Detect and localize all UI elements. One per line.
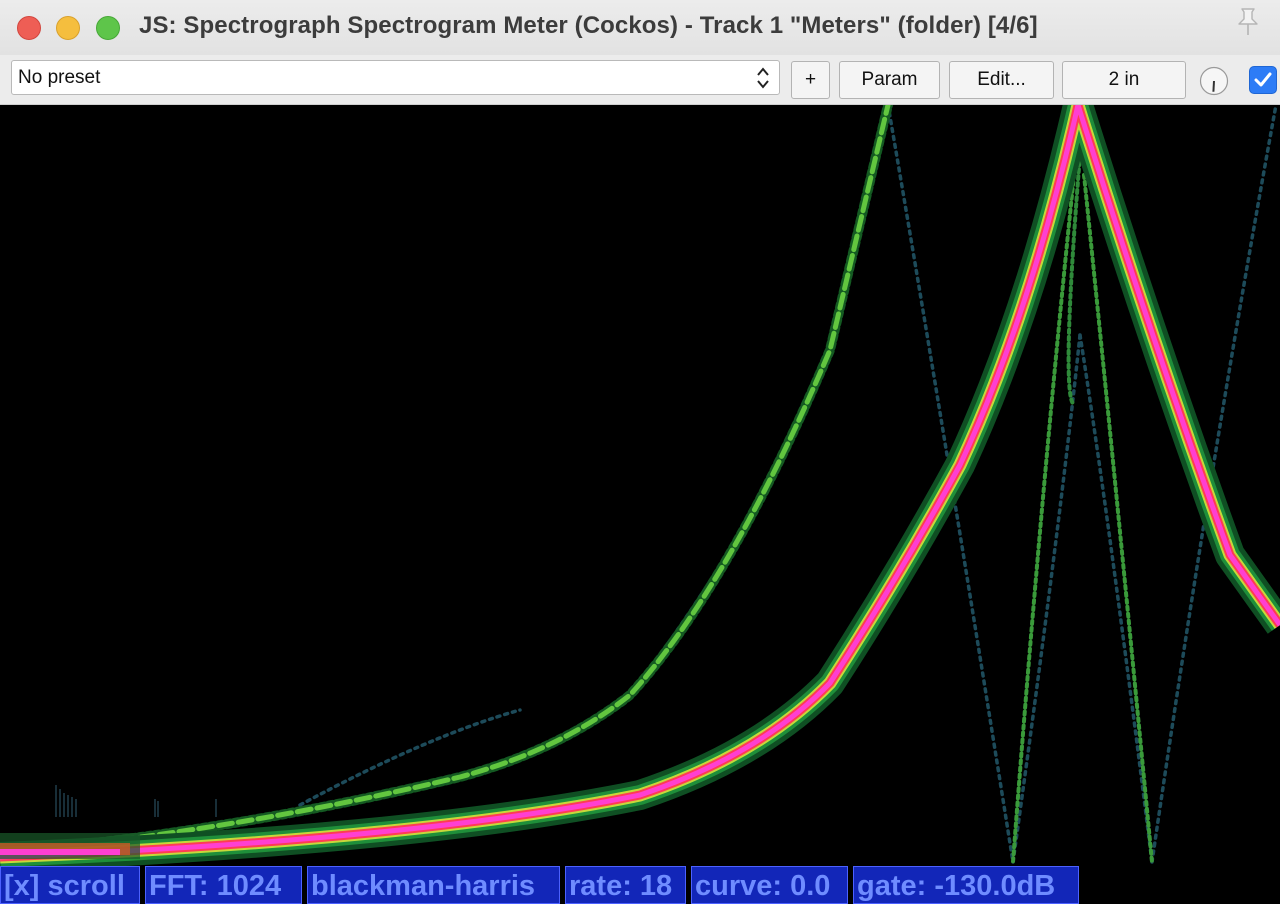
pin-icon[interactable] xyxy=(1233,6,1263,38)
checkmark-icon xyxy=(1254,72,1272,87)
fundamental-trace xyxy=(0,105,1280,872)
preset-value: No preset xyxy=(18,67,101,88)
zoom-button[interactable] xyxy=(96,16,120,40)
add-preset-button[interactable]: + xyxy=(791,61,830,99)
harmonic-trace xyxy=(55,105,1154,864)
wet-dry-knob[interactable] xyxy=(1199,66,1229,96)
window-title: JS: Spectrograph Spectrogram Meter (Cock… xyxy=(139,12,1038,39)
spectrogram-display[interactable] xyxy=(0,105,1280,904)
io-routing-button[interactable]: 2 in xyxy=(1062,61,1186,99)
curve-selector[interactable]: curve: 0.0 xyxy=(691,866,848,904)
title-bar[interactable]: JS: Spectrograph Spectrogram Meter (Cock… xyxy=(0,0,1280,55)
edit-button[interactable]: Edit... xyxy=(949,61,1054,99)
gate-selector[interactable]: gate: -130.0dB xyxy=(853,866,1079,904)
fx-toolbar: No preset + Param Edit... 2 in xyxy=(0,55,1280,105)
window-function-selector[interactable]: blackman-harris xyxy=(307,866,560,904)
preset-dropdown[interactable]: No preset xyxy=(11,60,780,95)
close-button[interactable] xyxy=(17,16,41,40)
low-frequency-energy xyxy=(0,785,217,859)
rate-selector[interactable]: rate: 18 xyxy=(565,866,686,904)
bypass-checkbox[interactable] xyxy=(1249,66,1277,94)
scroll-toggle[interactable]: [x] scroll xyxy=(0,866,140,904)
param-button[interactable]: Param xyxy=(839,61,940,99)
fft-size-selector[interactable]: FFT: 1024 xyxy=(145,866,302,904)
minimize-button[interactable] xyxy=(56,16,80,40)
chevron-updown-icon xyxy=(757,67,769,89)
